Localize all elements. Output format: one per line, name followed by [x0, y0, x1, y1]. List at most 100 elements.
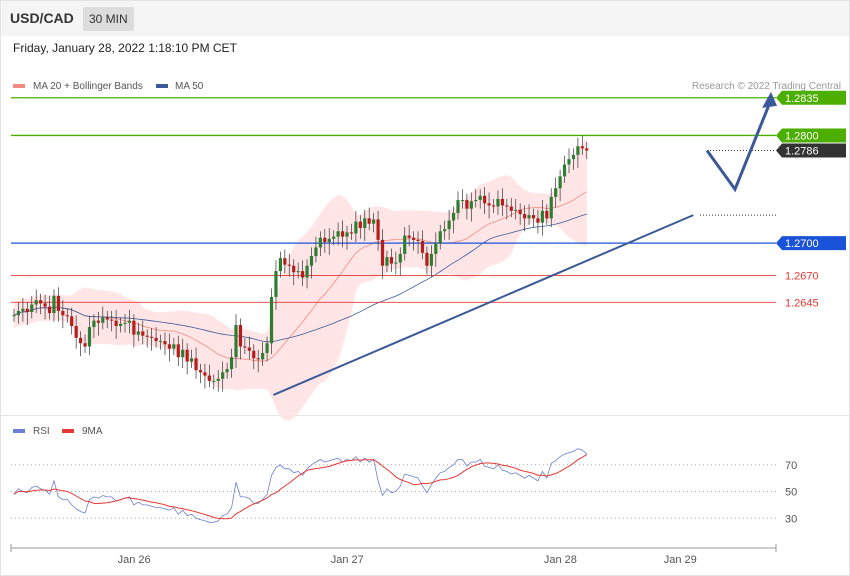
- ma20-line: [13, 191, 587, 362]
- candle-body: [261, 352, 265, 360]
- rsi-tick-30: 30: [785, 513, 797, 525]
- candle-body: [203, 372, 207, 376]
- candle-body: [456, 200, 460, 213]
- trendline: [273, 214, 694, 396]
- timeframe-button[interactable]: 30 MIN: [83, 7, 134, 31]
- candle-body: [571, 154, 576, 160]
- rsi-line: [13, 448, 588, 523]
- candle-body: [354, 221, 358, 234]
- candle-body: [207, 375, 211, 381]
- candle-body: [558, 176, 562, 189]
- candle-body: [487, 203, 491, 206]
- candle-body: [376, 219, 380, 240]
- candle-body: [474, 200, 478, 202]
- candle-body: [136, 331, 140, 335]
- candle-body: [345, 232, 349, 237]
- candle-body: [34, 300, 38, 305]
- candle-body: [460, 200, 465, 202]
- candle-body: [540, 210, 544, 223]
- x-tick-Jan-27: Jan 27: [331, 554, 364, 566]
- candle-body: [429, 253, 433, 266]
- candle-body: [216, 378, 220, 381]
- panel-separator: [1, 415, 849, 416]
- candle-body: [194, 358, 198, 371]
- candle-body: [56, 295, 60, 311]
- candle-body: [549, 196, 553, 219]
- candle-body: [469, 201, 473, 209]
- rsi-ma-line: [13, 454, 588, 520]
- candle-body: [118, 323, 123, 327]
- rsi-ma-swatch: [62, 429, 74, 433]
- ma20-swatch: [13, 84, 25, 88]
- candle-body: [305, 265, 309, 278]
- bollinger-band: [14, 137, 587, 421]
- candle-body: [447, 220, 451, 230]
- candle-body: [252, 350, 256, 359]
- candle-body: [380, 239, 385, 266]
- candle-body: [545, 210, 549, 219]
- candle-body: [247, 347, 251, 351]
- candle-body: [43, 303, 47, 307]
- candle-body: [176, 344, 180, 358]
- candle-body: [416, 239, 420, 241]
- candle-body: [318, 237, 322, 248]
- candle-body: [105, 317, 109, 320]
- candle-body: [385, 257, 389, 266]
- candle-body: [12, 315, 16, 317]
- candle-body: [101, 317, 105, 323]
- candle-body: [52, 295, 56, 314]
- candle-body: [163, 341, 167, 345]
- candle-body: [309, 256, 314, 266]
- candle-body: [181, 349, 185, 358]
- candle-body: [465, 200, 469, 209]
- ma50-swatch: [156, 84, 168, 88]
- candle-body: [518, 209, 522, 215]
- candle-body: [420, 240, 425, 253]
- candle-body: [443, 229, 447, 232]
- candle-body: [158, 341, 163, 343]
- candle-body: [47, 306, 52, 314]
- projection-arrowhead: [762, 91, 777, 108]
- candle-body: [110, 319, 114, 321]
- rsi-ma-legend: 9MA: [82, 426, 103, 437]
- level-tag-1.2835: [776, 90, 846, 105]
- candle-body: [554, 188, 558, 197]
- candle-body: [234, 324, 238, 358]
- level-label-1.2700: 1.2700: [785, 238, 819, 250]
- candle-body: [16, 310, 21, 316]
- candle-body: [30, 304, 34, 313]
- candle-body: [127, 320, 132, 323]
- candle-body: [412, 237, 416, 240]
- candle-body: [150, 336, 154, 338]
- candle-body: [523, 214, 527, 219]
- candle-body: [514, 209, 518, 211]
- candle-body: [451, 212, 456, 221]
- candle-body: [505, 205, 509, 207]
- rsi-tick-70: 70: [785, 460, 797, 472]
- candle-body: [394, 262, 398, 264]
- candle-body: [167, 344, 171, 349]
- candle-body: [283, 258, 287, 265]
- candle-body: [256, 358, 260, 360]
- candle-body: [403, 235, 407, 254]
- candle-body: [79, 337, 83, 344]
- candle-body: [212, 380, 216, 382]
- candle-body: [145, 335, 149, 337]
- level-tag-1.2786: [776, 143, 846, 158]
- candle-body: [154, 337, 158, 342]
- candle-body: [25, 308, 29, 313]
- candle-body: [221, 372, 225, 379]
- candle-body: [562, 164, 567, 177]
- candle-body: [363, 218, 367, 229]
- candle-body: [198, 370, 203, 373]
- candle-body: [496, 198, 500, 207]
- rsi-legend: RSI: [33, 426, 50, 437]
- candle-body: [483, 195, 487, 204]
- candle-body: [585, 148, 589, 151]
- candle-body: [576, 146, 580, 155]
- candle-body: [296, 271, 300, 273]
- candle-body: [567, 159, 571, 165]
- candle-body: [132, 320, 136, 335]
- candle-body: [229, 357, 234, 370]
